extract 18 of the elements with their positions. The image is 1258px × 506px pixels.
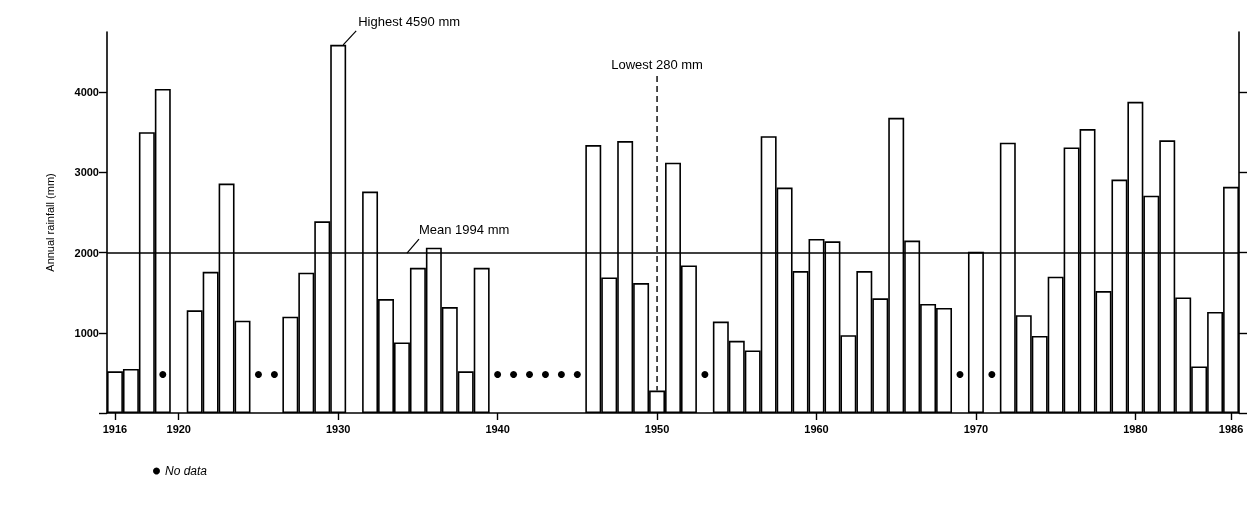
x-tick-label: 1960: [804, 422, 829, 435]
x-tick-label: 1970: [963, 422, 989, 435]
ref-line-label: Mean 1994 mm: [418, 222, 510, 238]
y-axis-title: Annual rainfall (mm): [43, 173, 56, 272]
x-tick-label: 1950: [644, 422, 670, 435]
annotation: Lowest 280 mm: [611, 57, 703, 73]
annotation: Highest 4590 mm: [358, 13, 461, 29]
y-tick-label: 1000: [74, 326, 99, 339]
y-tick-label: 2000: [74, 246, 99, 259]
x-tick-label: 1986: [1218, 422, 1244, 435]
legend-label: No data: [165, 464, 208, 478]
y-tick-label: 4000: [74, 86, 99, 99]
x-tick-label: 1980: [1123, 422, 1148, 435]
x-tick-label: 1920: [166, 422, 191, 435]
y-tick-label: 3000: [74, 166, 99, 179]
x-tick-label: 1930: [325, 422, 351, 435]
x-tick-label: 1916: [102, 422, 128, 435]
x-tick-label: 1940: [485, 422, 510, 435]
